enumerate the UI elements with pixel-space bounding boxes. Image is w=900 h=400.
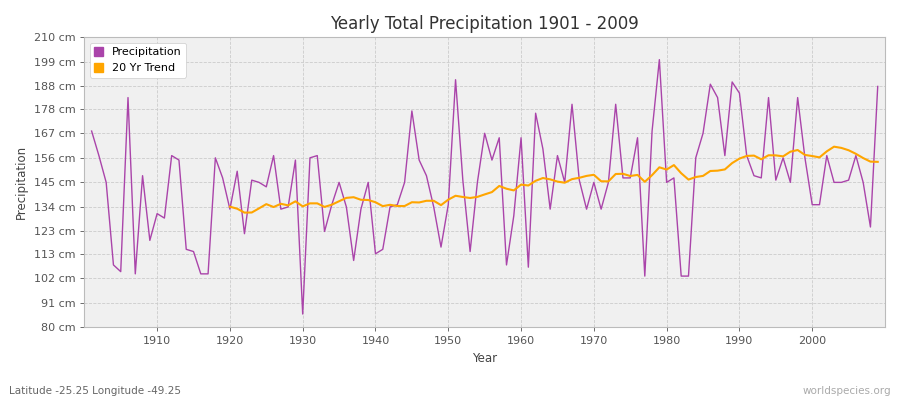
Text: worldspecies.org: worldspecies.org <box>803 386 891 396</box>
Precipitation <box>872 84 883 89</box>
Precipitation <box>516 135 526 140</box>
20 Yr Trend <box>683 177 694 182</box>
X-axis label: Year: Year <box>472 352 497 365</box>
Precipitation <box>523 265 534 270</box>
Y-axis label: Precipitation: Precipitation <box>15 145 28 220</box>
20 Yr Trend <box>872 160 883 164</box>
Precipitation <box>312 153 323 158</box>
20 Yr Trend <box>428 198 439 203</box>
Precipitation <box>297 312 308 316</box>
Precipitation <box>144 238 155 243</box>
20 Yr Trend <box>858 156 868 160</box>
20 Yr Trend <box>829 144 840 149</box>
20 Yr Trend <box>239 210 250 215</box>
Legend: Precipitation, 20 Yr Trend: Precipitation, 20 Yr Trend <box>90 43 186 78</box>
20 Yr Trend <box>224 204 235 209</box>
Precipitation <box>86 129 97 134</box>
Precipitation <box>610 102 621 107</box>
Title: Yearly Total Precipitation 1901 - 2009: Yearly Total Precipitation 1901 - 2009 <box>330 15 639 33</box>
Precipitation <box>654 57 665 62</box>
Text: Latitude -25.25 Longitude -49.25: Latitude -25.25 Longitude -49.25 <box>9 386 181 396</box>
20 Yr Trend <box>785 149 796 154</box>
Line: 20 Yr Trend: 20 Yr Trend <box>230 147 878 213</box>
20 Yr Trend <box>770 153 781 158</box>
Line: Precipitation: Precipitation <box>92 60 878 314</box>
20 Yr Trend <box>320 204 330 209</box>
Precipitation <box>356 207 366 212</box>
